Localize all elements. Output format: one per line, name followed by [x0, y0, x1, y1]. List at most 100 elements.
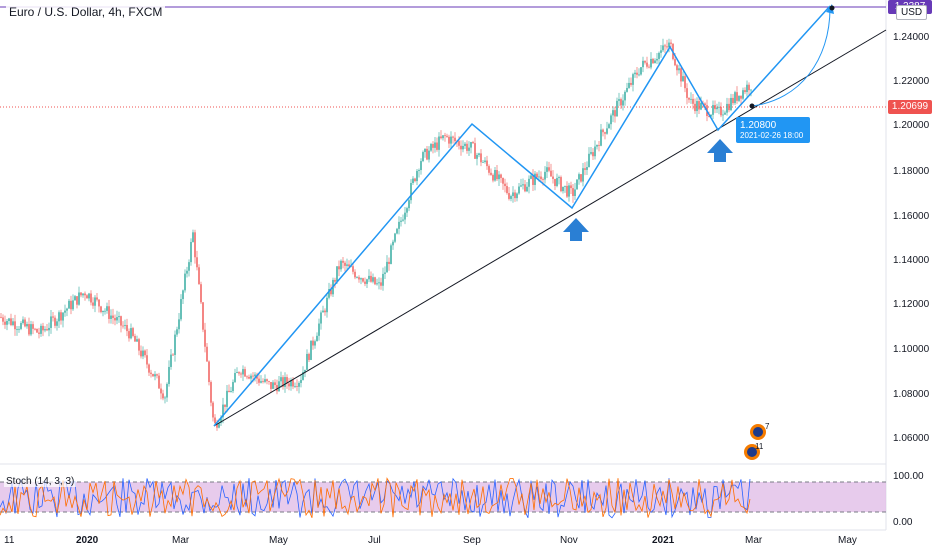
candle-body: [582, 168, 584, 182]
candle-body: [408, 200, 410, 209]
candle-body: [438, 136, 440, 150]
candle-body: [30, 324, 32, 335]
candle-body: [634, 72, 636, 75]
candle-body: [718, 106, 720, 108]
chart-title[interactable]: Euro / U.S. Dollar, 4h, FXCM: [6, 4, 166, 20]
candle-body: [266, 379, 268, 382]
candle-body: [156, 374, 158, 376]
candle-body: [264, 379, 266, 382]
candle-body: [732, 97, 734, 104]
candle-body: [202, 302, 204, 330]
candle-body: [642, 60, 644, 68]
candle-body: [630, 82, 632, 85]
candle-body: [124, 324, 126, 326]
candle-body: [570, 185, 572, 189]
candle-body: [140, 350, 142, 357]
candle-body: [86, 295, 88, 299]
candle-body: [606, 128, 608, 134]
candle-body: [116, 317, 118, 321]
earnings-event-icon[interactable]: 11: [744, 442, 764, 460]
candle-body: [742, 90, 744, 99]
candle-body: [688, 97, 690, 100]
candle-body: [142, 350, 144, 357]
candle-body: [274, 382, 276, 386]
candle-body: [432, 144, 434, 148]
candle-body: [556, 178, 558, 186]
candle-body: [96, 297, 98, 300]
candle-body: [388, 261, 390, 264]
candle-body: [66, 308, 68, 311]
candle-body: [392, 241, 394, 246]
candle-body: [78, 292, 80, 305]
stoch-tick: 0.00: [893, 517, 913, 528]
candle-body: [326, 297, 328, 313]
candle-body: [206, 346, 208, 362]
candle-body: [98, 299, 100, 307]
candle-body: [700, 103, 702, 110]
candle-body: [536, 173, 538, 178]
earnings-event-icon[interactable]: 7: [750, 422, 770, 440]
candle-body: [22, 319, 24, 324]
stoch-legend[interactable]: Stoch (14, 3, 3): [4, 476, 77, 487]
candle-body: [488, 166, 490, 173]
price-axis[interactable]: 1.24000 1.22000 1.20000 1.18000 1.16000 …: [893, 32, 930, 444]
candle-body: [358, 277, 360, 280]
trend-line[interactable]: [213, 29, 887, 427]
candle-body: [490, 172, 492, 175]
candle-body: [270, 381, 272, 389]
candle-body: [240, 373, 242, 375]
price-tick: 1.16000: [893, 211, 930, 222]
candle-body: [402, 219, 404, 221]
candle-body: [48, 327, 50, 331]
candle-body: [478, 153, 480, 155]
candle-body: [518, 186, 520, 194]
candle-body: [10, 318, 12, 326]
candle-body: [18, 328, 20, 330]
candle-body: [708, 116, 710, 117]
candle-body: [590, 152, 592, 154]
candle-body: [16, 329, 18, 330]
candle-body: [160, 388, 162, 394]
candle-body: [8, 318, 10, 321]
candle-body: [612, 110, 614, 116]
time-tick: 11: [4, 535, 15, 546]
candle-body: [348, 264, 350, 267]
zigzag-pattern[interactable]: [213, 5, 831, 427]
candle-body: [674, 59, 676, 66]
candle-body: [62, 312, 64, 321]
candle-body: [452, 136, 454, 138]
tooltip-date: 2021-02-26 18:00: [740, 131, 804, 140]
target-point[interactable]: [829, 5, 835, 11]
candle-body: [644, 60, 646, 63]
candle-body: [154, 374, 156, 377]
curved-projection[interactable]: [751, 7, 831, 107]
currency-button[interactable]: USD: [896, 5, 928, 20]
candle-body: [276, 385, 278, 392]
candle-body: [354, 271, 356, 278]
candle-body: [218, 423, 220, 428]
candle-body: [426, 148, 428, 160]
candle-body: [586, 167, 588, 170]
candle-body: [436, 142, 438, 150]
candle-body: [120, 316, 122, 326]
candle-body: [540, 176, 542, 180]
anchor-point[interactable]: [749, 103, 755, 109]
candle-body: [128, 331, 130, 339]
candle-body: [50, 316, 52, 328]
time-tick: Sep: [463, 535, 481, 546]
time-axis[interactable]: 11 2020 Mar May Jul Sep Nov 2021 Mar May: [4, 535, 857, 546]
candle-body: [42, 325, 44, 331]
candle-body: [364, 281, 366, 284]
tooltip-price: 1.20800: [740, 120, 777, 131]
candle-body: [670, 42, 672, 44]
candle-body: [234, 373, 236, 383]
candle-body: [174, 334, 176, 355]
stoch-tick: 100.00: [893, 471, 924, 482]
candle-body: [418, 170, 420, 171]
candle-body: [52, 316, 54, 318]
candle-body: [730, 97, 732, 111]
candle-body: [546, 167, 548, 172]
stoch-axis[interactable]: 100.00 0.00: [893, 471, 924, 528]
